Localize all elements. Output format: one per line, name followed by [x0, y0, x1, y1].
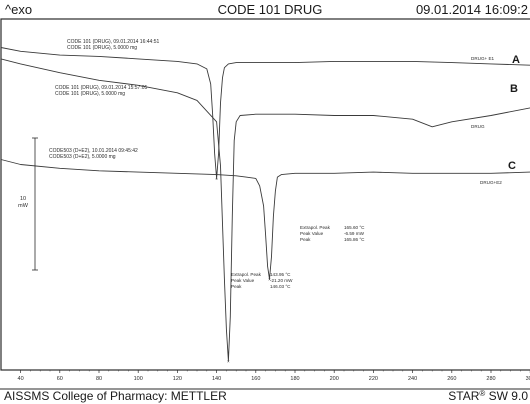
curve-b-info-line2: CODE 101 (DRUG), 5.0000 mg	[55, 91, 125, 97]
footer-software-reg: ®	[479, 389, 485, 398]
annotation-c-value2: -6.59 mW	[344, 231, 365, 236]
x-tick-label: 80	[96, 376, 102, 382]
x-tick-label: 220	[369, 376, 378, 382]
x-tick-label: 180	[290, 376, 299, 382]
curve-b-info-line1: CODE 101 (DRUG), 09.01.2014 15:57:05	[55, 85, 147, 91]
curves-group: × × ×	[0, 47, 530, 364]
scale-bar-unit: mW	[18, 203, 29, 209]
x-tick-label: 260	[447, 376, 456, 382]
scale-bar-value: 10	[20, 196, 26, 202]
peak-marker: ×	[215, 176, 218, 181]
x-tick-label: 160	[251, 376, 260, 382]
x-tick-label: 100	[134, 376, 143, 382]
header-timestamp: 09.01.2014 16:09:2	[416, 2, 528, 17]
header-exo-label: ^exo	[5, 2, 32, 17]
curve-c-info-line1: CODE503 (D+E2), 10.01.2014 09:45:42	[49, 148, 138, 154]
footer-software-star: STAR	[448, 389, 479, 403]
x-tick-label: 300	[526, 376, 530, 382]
curve-a-letter: A	[512, 54, 520, 66]
curve-a	[0, 47, 530, 179]
x-tick-label: 60	[57, 376, 63, 382]
x-axis-ticks: 40 60 80 100 120 140 160 180 200 220 240 260 280 300	[18, 370, 530, 382]
footer-institution: AISSMS College of Pharmacy: METTLER	[4, 389, 227, 403]
curve-c-letter: C	[508, 160, 516, 172]
curve-a-info-line1: CODE 101 (DRUG), 09.01.2014 16:44:51	[67, 39, 159, 45]
curve-b-sample-label: DRUG	[471, 124, 485, 129]
footer-software-rest: SW 9.0	[485, 389, 528, 403]
annotation-c-label2: Peak Value	[300, 231, 324, 236]
curve-b-letter: B	[510, 83, 518, 95]
curve-c-sample-label: DRUG+E2	[480, 180, 502, 185]
x-tick-label: 120	[173, 376, 182, 382]
x-tick-label: 40	[18, 376, 24, 382]
footer-software: STAR® SW 9.0	[448, 389, 528, 403]
annotation-c-label1: Extrapol. Peak	[300, 225, 331, 230]
annotation-b-value1: 143.95 °C	[270, 272, 291, 277]
curve-b	[0, 58, 530, 362]
x-tick-label: 200	[330, 376, 339, 382]
annotation-c-label3: Peak	[300, 237, 311, 242]
curve-a-sample-label: DRUG+ E1	[471, 56, 495, 61]
curve-a-info-line2: CODE 101 (DRUG), 5.0000 mg	[67, 45, 137, 51]
x-tick-label: 280	[486, 376, 495, 382]
curve-c-info-line2: CODE503 (D+E2), 5.0000 mg	[49, 154, 116, 160]
x-tick-label: 240	[408, 376, 417, 382]
annotation-b-label2: Peak Value	[231, 278, 255, 283]
annotation-c-value1: 165.60 °C	[344, 225, 365, 230]
annotation-b-value2: -21.20 mW	[270, 278, 293, 283]
peak-marker: ×	[227, 359, 230, 364]
header-sample-title: CODE 101 DRUG	[218, 2, 323, 17]
annotation-b-label3: Peak	[231, 284, 242, 289]
peak-marker: ×	[268, 277, 271, 282]
annotation-c-value3: 165.86 °C	[344, 237, 365, 242]
x-tick-label: 140	[212, 376, 221, 382]
annotation-b-label1: Extrapol. Peak	[231, 272, 262, 277]
plot-frame	[0, 18, 530, 371]
annotation-b-value3: 146.03 °C	[270, 284, 291, 289]
curve-c	[0, 159, 530, 280]
